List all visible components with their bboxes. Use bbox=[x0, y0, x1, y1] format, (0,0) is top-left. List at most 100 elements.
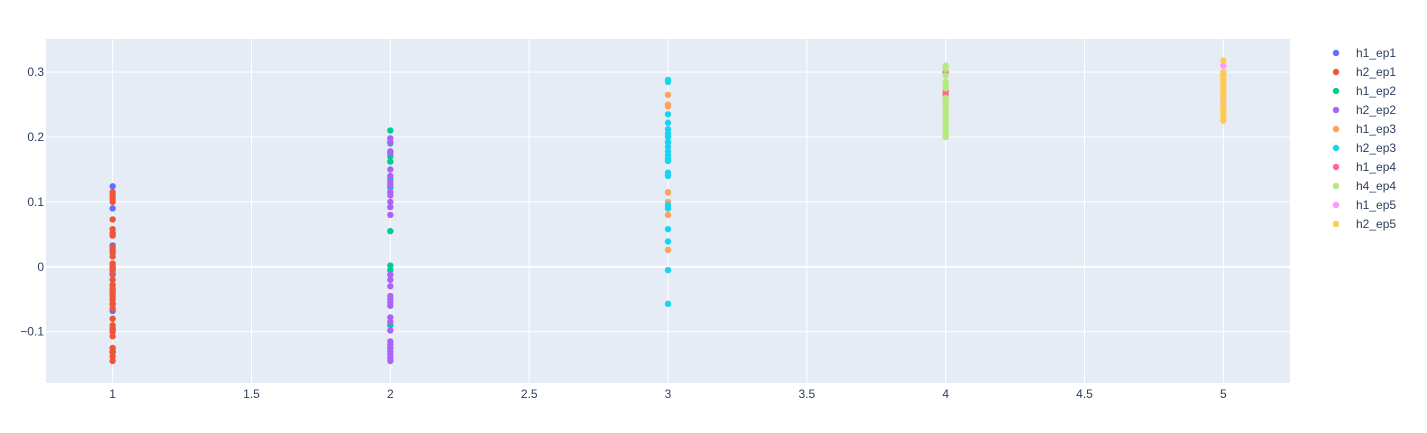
data-point bbox=[109, 198, 116, 206]
data-point bbox=[109, 315, 116, 322]
data-point bbox=[664, 91, 672, 99]
data-point bbox=[664, 78, 672, 86]
data-point bbox=[387, 271, 394, 278]
x-axis: 1 1.5 2 2.5 3 3.5 4 4.5 5 bbox=[109, 387, 1227, 401]
data-point bbox=[942, 85, 949, 92]
legend-item-h2_ep1[interactable]: h2_ep1 bbox=[1332, 65, 1397, 79]
data-point bbox=[664, 139, 672, 146]
legend-marker bbox=[1332, 201, 1340, 209]
y-tick-label: −0.1 bbox=[20, 325, 44, 339]
series-h2_ep2 bbox=[387, 135, 394, 365]
legend-marker bbox=[1332, 144, 1340, 152]
data-point bbox=[664, 300, 672, 308]
data-point bbox=[109, 353, 116, 360]
data-point bbox=[109, 299, 116, 307]
data-point bbox=[109, 253, 116, 260]
data-point bbox=[387, 192, 394, 199]
data-point bbox=[387, 150, 394, 157]
data-point bbox=[387, 198, 394, 206]
data-point bbox=[387, 166, 394, 173]
data-point bbox=[109, 216, 116, 223]
data-point bbox=[664, 246, 672, 254]
data-point bbox=[109, 183, 116, 190]
x-tick-label: 4.5 bbox=[1076, 387, 1093, 401]
data-point bbox=[387, 262, 394, 269]
series-h2_ep3 bbox=[664, 76, 672, 308]
data-point bbox=[664, 266, 672, 274]
data-points bbox=[109, 57, 1227, 365]
legend-item-h1_ep4[interactable]: h1_ep4 bbox=[1332, 160, 1397, 174]
data-point bbox=[387, 139, 394, 146]
data-point bbox=[664, 133, 672, 141]
data-point bbox=[664, 143, 672, 150]
legend-marker bbox=[1332, 68, 1340, 76]
data-point bbox=[109, 205, 116, 212]
legend-label: h2_ep2 bbox=[1356, 103, 1396, 117]
legend-item-h4_ep4[interactable]: h4_ep4 bbox=[1332, 179, 1397, 193]
legend-marker bbox=[1332, 182, 1340, 190]
data-point bbox=[1220, 117, 1227, 124]
data-point bbox=[109, 276, 116, 283]
data-point bbox=[664, 205, 672, 212]
legend-item-h1_ep5[interactable]: h1_ep5 bbox=[1332, 198, 1397, 212]
legend-label: h2_ep1 bbox=[1356, 65, 1396, 79]
legend-item-h2_ep5[interactable]: h2_ep5 bbox=[1332, 217, 1397, 231]
legend-item-h2_ep2[interactable]: h2_ep2 bbox=[1332, 103, 1397, 117]
data-point bbox=[109, 232, 116, 239]
legend-marker bbox=[1332, 49, 1340, 57]
data-point bbox=[664, 119, 672, 126]
data-point bbox=[664, 238, 672, 245]
legend-label: h1_ep2 bbox=[1356, 84, 1396, 98]
data-point bbox=[387, 276, 394, 283]
legend-label: h1_ep5 bbox=[1356, 198, 1396, 212]
legend-item-h1_ep2[interactable]: h1_ep2 bbox=[1332, 84, 1397, 98]
x-tick-label: 2.5 bbox=[521, 387, 538, 401]
legend-marker bbox=[1332, 163, 1340, 171]
series-h2_ep1 bbox=[109, 188, 116, 365]
data-point bbox=[387, 314, 394, 321]
legend-label: h2_ep3 bbox=[1356, 141, 1396, 155]
data-point bbox=[664, 225, 672, 233]
legend[interactable]: h1_ep1 h2_ep1 h1_ep2 h2_ep2 h1_ep3 h2_ep3 h1_e… bbox=[1332, 46, 1397, 231]
data-point bbox=[664, 157, 672, 165]
series-h2_ep5 bbox=[1220, 57, 1227, 124]
data-point bbox=[387, 203, 394, 211]
legend-item-h1_ep1[interactable]: h1_ep1 bbox=[1332, 46, 1397, 60]
legend-item-h2_ep3[interactable]: h2_ep3 bbox=[1332, 141, 1397, 155]
legend-label: h2_ep5 bbox=[1356, 217, 1396, 231]
data-point bbox=[109, 357, 116, 365]
data-point bbox=[109, 347, 116, 355]
legend-item-h1_ep3[interactable]: h1_ep3 bbox=[1332, 122, 1397, 136]
y-tick-label: 0.2 bbox=[27, 130, 44, 144]
x-tick-label: 3.5 bbox=[798, 387, 815, 401]
data-point bbox=[942, 133, 949, 141]
data-point bbox=[387, 327, 394, 334]
x-tick-label: 4 bbox=[942, 387, 949, 401]
data-point bbox=[109, 333, 116, 340]
data-point bbox=[942, 72, 949, 79]
data-point bbox=[387, 227, 394, 235]
data-point bbox=[387, 172, 394, 180]
y-axis: −0.1 0 0.1 0.2 0.3 bbox=[20, 65, 44, 339]
legend-marker bbox=[1332, 106, 1340, 114]
x-tick-label: 1 bbox=[109, 387, 116, 401]
data-point bbox=[664, 172, 672, 180]
data-point bbox=[664, 188, 672, 196]
data-point bbox=[387, 182, 394, 189]
legend-label: h1_ep4 bbox=[1356, 160, 1396, 174]
data-point bbox=[387, 318, 394, 326]
data-point bbox=[109, 244, 116, 251]
data-point bbox=[109, 270, 116, 277]
data-point bbox=[387, 211, 394, 219]
y-tick-label: 0 bbox=[37, 260, 44, 274]
data-point bbox=[387, 357, 394, 365]
data-point bbox=[1220, 62, 1227, 69]
x-tick-label: 1.5 bbox=[243, 387, 260, 401]
legend-label: h1_ep3 bbox=[1356, 122, 1396, 136]
data-point bbox=[1220, 94, 1227, 102]
data-point bbox=[942, 65, 949, 73]
data-point bbox=[1220, 57, 1227, 64]
data-point bbox=[664, 103, 672, 110]
